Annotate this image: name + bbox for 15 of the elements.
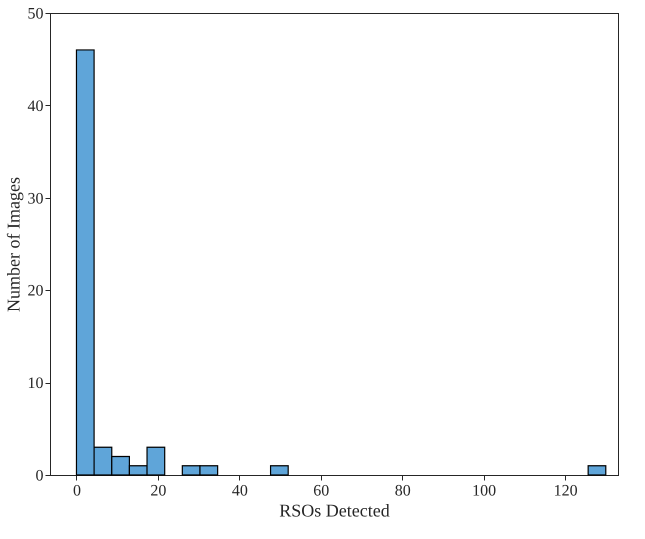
- y-tick-label: 20: [28, 282, 44, 300]
- x-axis-title: RSOs Detected: [279, 500, 390, 520]
- y-tick-label: 10: [28, 375, 44, 392]
- y-tick-label: 30: [28, 190, 44, 208]
- x-tick-label: 40: [232, 482, 248, 500]
- x-tick-label: 20: [150, 482, 166, 500]
- y-axis-title: Number of Images: [4, 177, 24, 312]
- y-tick-label: 50: [28, 6, 44, 22]
- x-tick-label: 0: [72, 482, 81, 500]
- y-tick-label: 40: [28, 98, 44, 115]
- x-tick-label: 120: [554, 482, 578, 500]
- x-tick-label: 100: [472, 482, 496, 500]
- y-tick-label: 0: [36, 468, 44, 484]
- x-tick-label: 60: [313, 482, 330, 500]
- x-tick-label: 80: [394, 482, 411, 500]
